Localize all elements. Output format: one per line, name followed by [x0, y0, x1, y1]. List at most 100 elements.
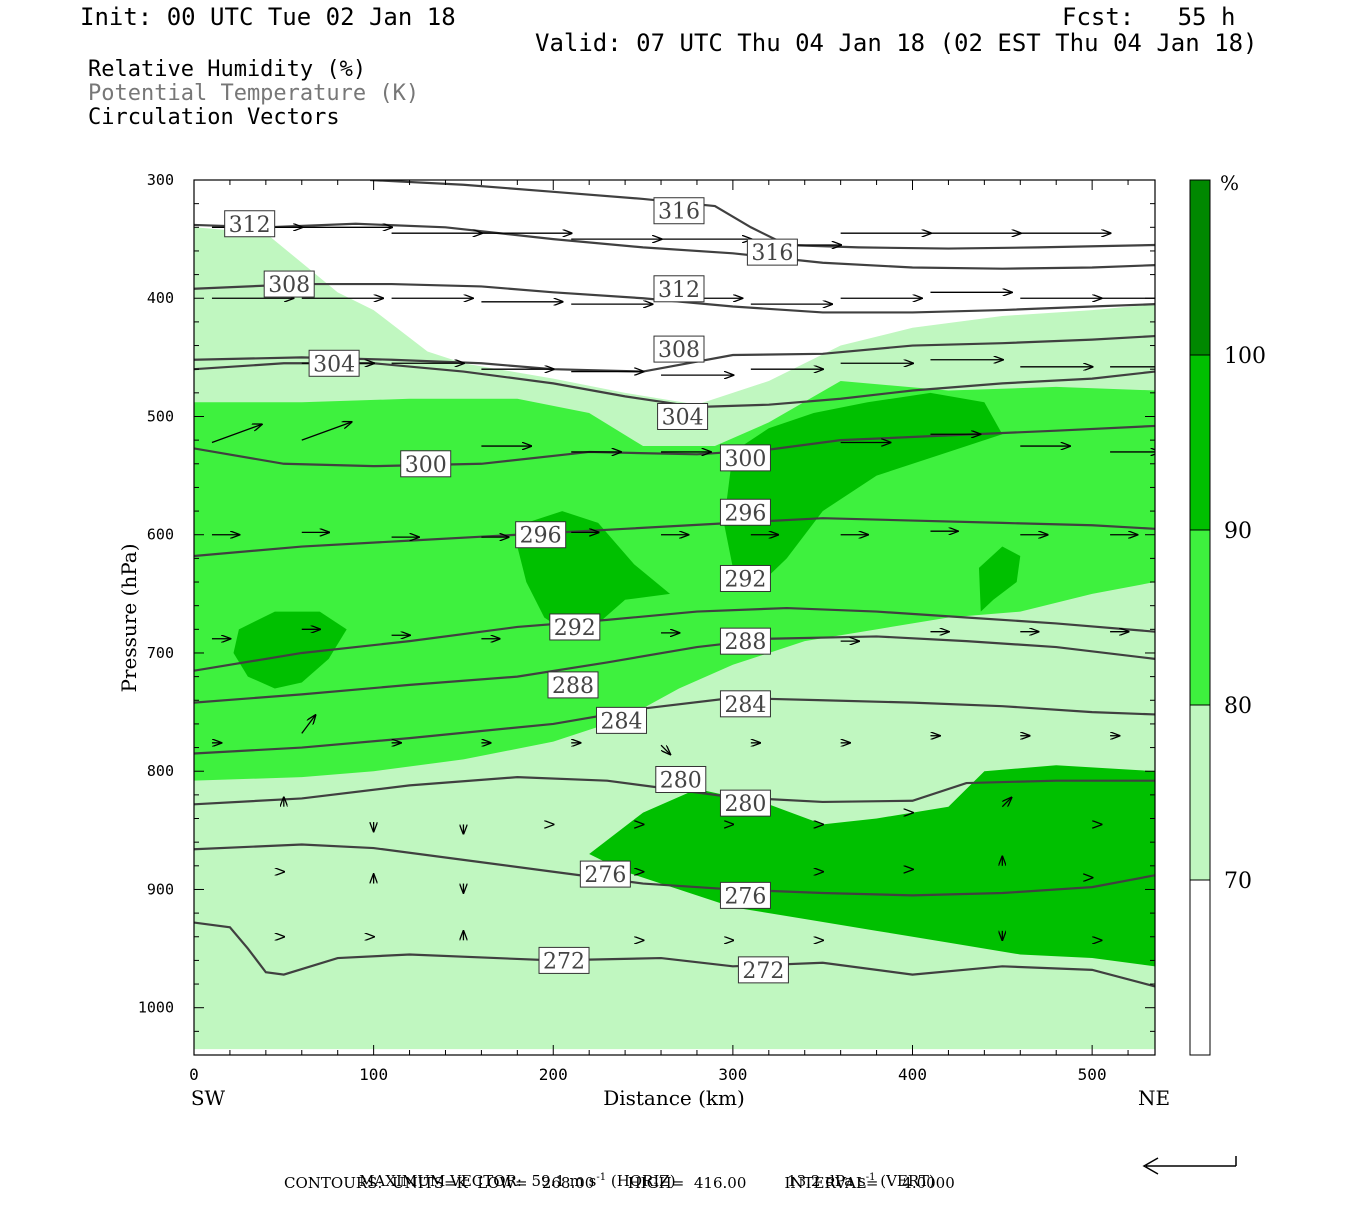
theta-label-box	[653, 335, 705, 363]
theta-label-box	[263, 270, 315, 298]
theta-label-box	[719, 881, 771, 909]
vert-unit: (VERT)	[880, 1172, 935, 1190]
colorbar-segment	[1190, 180, 1210, 355]
theta-label-box	[655, 765, 707, 793]
x-tick-label: 500	[1078, 1065, 1107, 1084]
theta-contour-276	[194, 843, 1155, 897]
theta-contour-288	[194, 635, 1155, 704]
x-tick-label: 0	[189, 1065, 199, 1084]
vert-vector-row: 13.2 dPa s-1 (VERT)	[768, 1154, 935, 1208]
theta-label-box	[653, 197, 705, 225]
wind-vector	[301, 422, 352, 441]
theta-contour-300	[194, 424, 1155, 468]
max-vector-label: MAXIMUM VECTOR:	[359, 1172, 522, 1190]
horiz-unit: (HORIZ)	[610, 1172, 676, 1190]
plot-frame	[193, 179, 1156, 1056]
colorbar-tick-label: 100	[1224, 344, 1266, 369]
horiz-exp: -1	[596, 1172, 607, 1183]
theta-label-text: 300	[724, 447, 766, 472]
theta-contour-312	[194, 282, 1155, 314]
theta-contour-292	[194, 606, 1155, 672]
theta-label-box	[515, 521, 567, 549]
theta-label-text: 284	[724, 693, 766, 718]
theta-label-text: 312	[658, 278, 700, 303]
field-legend: Relative Humidity (%) Potential Temperat…	[88, 58, 419, 130]
y-tick-label: 700	[147, 644, 174, 662]
colorbar-segment	[1190, 880, 1210, 1055]
wind-vector	[660, 744, 670, 754]
theta-label-text: 280	[660, 768, 702, 793]
theta-label-text: 288	[552, 674, 594, 699]
theta-label-text: 288	[724, 630, 766, 655]
theta-label-text: 308	[658, 338, 700, 363]
colorbar: 70 80 90 100%	[1189, 171, 1266, 1056]
theta-contour-308	[194, 334, 1155, 373]
theta-label-text: 316	[751, 241, 793, 266]
forecast-hour-label: Fcst: 55 h	[1062, 3, 1236, 31]
x-axis-title: Distance (km)	[603, 1086, 745, 1110]
y-tick-label: 900	[147, 880, 174, 898]
y-tick-label: 300	[147, 171, 174, 189]
field-theta-label: Potential Temperature (K)	[88, 81, 420, 106]
y-tick-label: 1000	[138, 999, 174, 1017]
theta-label-text: 304	[313, 352, 355, 377]
axes: 300 400 500 600 700 800 900 1000 0 100 200 300 400 50…	[117, 171, 1170, 1110]
wind-vector	[1001, 798, 1011, 808]
horiz-value: 59.1 m s	[531, 1172, 597, 1190]
theta-label-box	[719, 444, 771, 472]
x-right-end-label: NE	[1138, 1086, 1170, 1110]
theta-label-text: 312	[229, 213, 271, 238]
theta-label-box	[719, 789, 771, 817]
x-tick-label: 300	[718, 1065, 747, 1084]
field-rh-label: Relative Humidity (%)	[88, 57, 367, 82]
theta-label-box	[737, 956, 789, 984]
theta-label-text: 296	[724, 501, 766, 526]
field-vectors-label: Circulation Vectors	[88, 105, 340, 130]
theta-label-box	[224, 210, 276, 238]
contours-info: CONTOURS: UNITS=K LOW= 268.00 HIGH= 416.…	[284, 1174, 955, 1192]
colorbar-unit-label: %	[1220, 171, 1239, 195]
y-tick-label: 400	[147, 289, 174, 307]
theta-label-box	[653, 275, 705, 303]
rh-region-rh-90-100	[978, 546, 1021, 612]
y-tick-label: 800	[147, 762, 174, 780]
theta-label-box	[719, 498, 771, 526]
colorbar-tick-label: 70	[1224, 869, 1252, 894]
rh-shading	[194, 227, 1155, 1050]
theta-label-box	[719, 627, 771, 655]
theta-label-text: 316	[658, 200, 700, 225]
theta-label-text: 276	[584, 863, 626, 888]
theta-label-box	[400, 450, 452, 478]
theta-label-box	[719, 564, 771, 592]
max-vector-row: MAXIMUM VECTOR: 59.1 m s-1 (HORIZ)	[340, 1154, 676, 1208]
theta-label-text: 296	[520, 524, 562, 549]
colorbar-frame	[1189, 179, 1211, 1056]
reference-vector-icon	[1142, 1156, 1237, 1175]
y-tick-label: 600	[147, 526, 174, 544]
valid-time-label: Valid: 07 UTC Thu 04 Jan 18 (02 EST Thu …	[535, 29, 1258, 57]
x-tick-label: 200	[539, 1065, 568, 1084]
theta-label-text: 276	[724, 884, 766, 909]
rh-region-rh-80-90	[194, 381, 1155, 781]
theta-label-text: 292	[554, 616, 596, 641]
theta-label-text: 300	[405, 453, 447, 478]
theta-label-box	[549, 613, 601, 641]
theta-label-text: 292	[724, 567, 766, 592]
theta-label-box	[719, 690, 771, 718]
wind-vector	[301, 715, 316, 734]
theta-label-text: 304	[662, 405, 704, 430]
theta-label-box	[579, 860, 631, 888]
colorbar-segment	[1190, 355, 1210, 530]
theta-label-box	[308, 349, 360, 377]
colorbar-tick-label: 80	[1224, 694, 1252, 719]
theta-label-text: 272	[742, 959, 784, 984]
theta-label-text: 280	[724, 792, 766, 817]
circulation-vectors	[211, 227, 1155, 940]
vert-exp: -1	[865, 1172, 876, 1183]
colorbar-segment	[1190, 705, 1210, 880]
theta-contour-280	[194, 776, 1155, 806]
colorbar-tick-label: 90	[1224, 519, 1252, 544]
y-tick-label: 500	[147, 407, 174, 425]
theta-label-box	[596, 706, 648, 734]
init-time-label: Init: 00 UTC Tue 02 Jan 18	[80, 3, 456, 31]
